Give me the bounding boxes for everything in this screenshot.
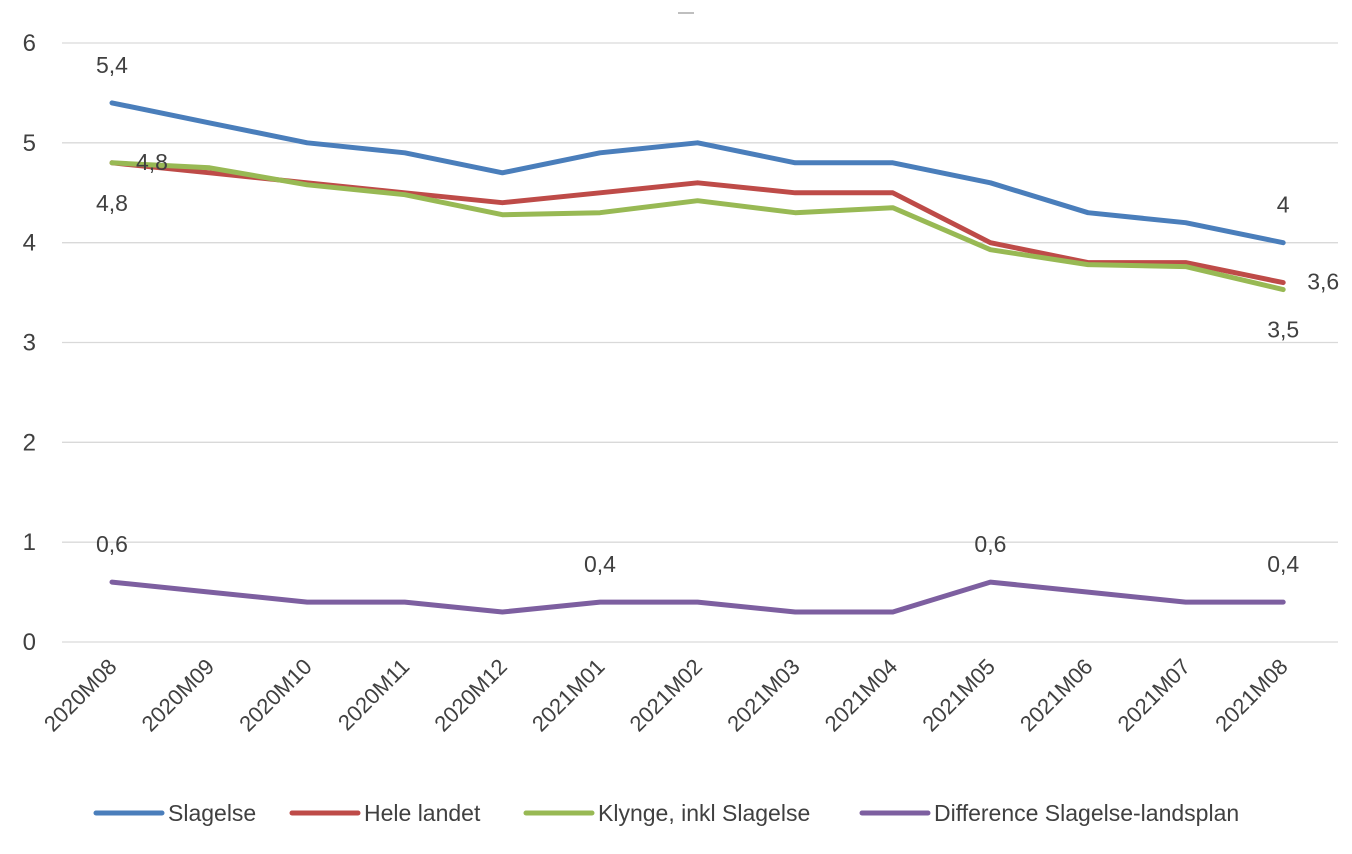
- series-line-2: [109, 160, 1286, 293]
- x-tick-label: 2021M05: [917, 654, 1000, 737]
- data-label: 4,8: [96, 190, 128, 216]
- data-label: 4,8: [136, 149, 168, 175]
- x-tick-label: 2021M06: [1015, 654, 1098, 737]
- y-tick-label: 4: [23, 230, 36, 257]
- x-axis-ticks: 2020M08 2020M09 2020M10 2020M11 2020M12 2021M…: [39, 654, 1293, 737]
- data-label: 0,4: [1267, 551, 1299, 577]
- data-labels: 5,4 4 4,8 3,6 4,8 3,5 0,6 0,4 0,6 0,4: [96, 52, 1339, 577]
- series-line-0: [109, 100, 1286, 246]
- legend-label: Hele landet: [364, 800, 481, 826]
- y-tick-label: 2: [23, 429, 36, 456]
- y-tick-label: 0: [23, 629, 36, 656]
- x-tick-label: 2021M02: [625, 654, 708, 737]
- data-label: 3,5: [1267, 317, 1299, 343]
- data-label: 0,4: [584, 551, 616, 577]
- x-tick-label: 2021M04: [820, 654, 903, 737]
- data-label: 3,6: [1307, 269, 1339, 295]
- series-lines: [109, 100, 1286, 615]
- y-tick-label: 5: [23, 130, 36, 157]
- x-tick-label: 2020M09: [137, 654, 220, 737]
- legend-label: Klynge, inkl Slagelse: [598, 800, 810, 826]
- legend-label: Slagelse: [168, 800, 256, 826]
- x-tick-label: 2020M12: [429, 654, 512, 737]
- legend-label: Difference Slagelse-landsplan: [934, 800, 1239, 826]
- legend: Slagelse Hele landet Klynge, inkl Slagelse…: [93, 800, 1239, 826]
- y-tick-label: 3: [23, 330, 36, 357]
- x-tick-label: 2021M03: [722, 654, 805, 737]
- x-tick-label: 2020M08: [39, 654, 122, 737]
- x-tick-label: 2021M07: [1113, 654, 1196, 737]
- x-tick-label: 2020M10: [234, 654, 317, 737]
- x-tick-label: 2020M11: [333, 654, 414, 735]
- data-label: 0,6: [974, 531, 1006, 557]
- y-tick-label: 1: [23, 529, 36, 556]
- data-label: 0,6: [96, 531, 128, 557]
- data-label: 5,4: [96, 52, 128, 78]
- x-tick-label: 2021M01: [527, 654, 610, 737]
- data-label: 4: [1277, 192, 1290, 218]
- gridlines: [62, 42, 1338, 643]
- x-tick-label: 2021M08: [1210, 654, 1293, 737]
- series-line-3: [109, 579, 1286, 615]
- y-tick-label: 6: [23, 30, 36, 57]
- y-axis-ticks: 0 1 2 3 4 5 6: [23, 30, 36, 656]
